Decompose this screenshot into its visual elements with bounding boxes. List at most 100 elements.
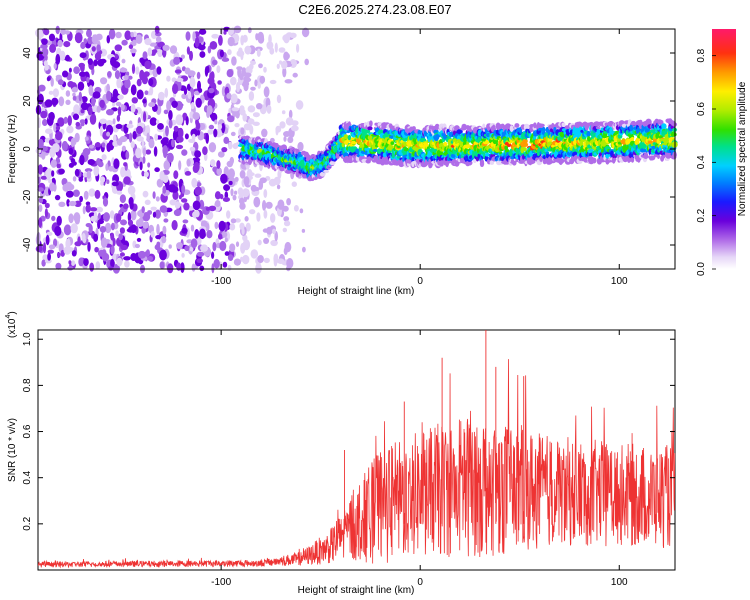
noise-speck <box>196 182 202 187</box>
noise-speck <box>177 127 184 139</box>
noise-speck <box>212 59 218 66</box>
noise-speck <box>121 145 126 152</box>
noise-speck <box>100 102 105 109</box>
noise-speck <box>128 44 134 49</box>
noise-speck <box>162 185 167 194</box>
trace-cell <box>521 142 529 147</box>
noise-speck <box>99 58 107 64</box>
noise-speck <box>106 83 110 93</box>
noise-speck <box>123 74 129 81</box>
noise-speck <box>181 198 188 203</box>
noise-speck <box>275 127 279 136</box>
noise-speck <box>197 80 201 92</box>
chart-title: C2E6.2025.274.23.08.E07 <box>298 2 451 17</box>
noise-speck <box>117 94 124 100</box>
noise-speck <box>106 142 112 152</box>
noise-speck <box>290 125 299 132</box>
noise-speck <box>245 66 253 75</box>
noise-speck <box>99 118 107 125</box>
noise-speck <box>134 243 140 249</box>
noise-speck <box>273 176 281 186</box>
noise-speck <box>49 43 57 53</box>
noise-speck <box>50 77 54 87</box>
noise-speck <box>115 230 119 237</box>
trace-cell <box>658 119 664 126</box>
trace-cell <box>530 160 536 164</box>
noise-speck <box>110 258 115 268</box>
noise-speck <box>117 106 122 117</box>
noise-speck <box>297 141 304 152</box>
noise-speck <box>168 244 172 249</box>
noise-speck <box>265 201 273 209</box>
noise-speck <box>219 193 224 200</box>
noise-speck <box>257 255 264 263</box>
noise-speck <box>250 184 257 192</box>
noise-speck <box>141 206 145 214</box>
noise-speck <box>209 72 213 82</box>
noise-speck <box>125 150 130 160</box>
noise-speck <box>132 130 137 140</box>
noise-speck <box>259 177 267 184</box>
noise-speck <box>86 76 90 84</box>
noise-speck <box>166 100 172 111</box>
noise-speck <box>277 258 285 265</box>
noise-speck <box>289 32 297 39</box>
noise-speck <box>287 136 294 144</box>
noise-speck <box>243 82 249 92</box>
noise-speck <box>165 125 169 137</box>
trace-cell <box>450 153 456 158</box>
noise-speck <box>120 219 127 226</box>
noise-speck <box>152 191 156 199</box>
trace-cell <box>514 123 520 128</box>
noise-speck <box>89 207 98 212</box>
snr-series-line <box>37 359 676 569</box>
noise-speck <box>181 93 187 100</box>
noise-speck <box>102 197 109 207</box>
noise-speck <box>50 159 57 168</box>
noise-speck <box>106 35 111 44</box>
noise-speck <box>66 125 74 134</box>
y-tick-label: 0 <box>22 146 33 152</box>
noise-speck <box>79 52 87 59</box>
noise-speck <box>219 240 227 252</box>
snr-peak-spikes <box>344 330 525 524</box>
noise-speck <box>105 163 109 171</box>
noise-speck <box>168 110 173 121</box>
noise-speck <box>277 199 285 210</box>
noise-speck <box>65 54 70 62</box>
noise-speck <box>229 223 236 231</box>
noise-speck <box>46 76 51 82</box>
noise-speck <box>38 204 43 212</box>
noise-speck <box>248 118 255 125</box>
noise-speck <box>93 59 98 67</box>
noise-speck <box>242 254 250 265</box>
x-tick-label: 0 <box>417 577 423 588</box>
noise-speck <box>301 228 306 233</box>
noise-speck <box>38 84 46 92</box>
y-tick-label: 20 <box>22 95 33 107</box>
noise-speck <box>155 235 162 240</box>
noise-speck <box>283 136 287 142</box>
noise-speck <box>173 170 179 180</box>
noise-speck <box>154 167 160 173</box>
noise-speck <box>238 47 243 55</box>
noise-speck <box>120 244 128 251</box>
noise-speck <box>35 245 43 253</box>
trace-cell <box>653 153 658 158</box>
noise-speck <box>138 250 146 259</box>
noise-speck <box>208 87 215 94</box>
noise-speck <box>136 78 142 87</box>
noise-speck <box>123 176 131 185</box>
noise-speck <box>263 66 267 73</box>
noise-speck <box>296 43 300 53</box>
trace-cell <box>484 140 491 145</box>
noise-speck <box>71 250 77 257</box>
noise-speck <box>42 242 47 254</box>
noise-speck <box>263 237 270 244</box>
noise-speck <box>143 171 149 178</box>
noise-speck <box>94 246 99 253</box>
noise-speck <box>106 179 110 184</box>
heatmap-y-ticks: -40 -20 0 20 40 <box>22 47 675 252</box>
noise-speck <box>66 199 70 207</box>
noise-speck <box>184 245 190 252</box>
